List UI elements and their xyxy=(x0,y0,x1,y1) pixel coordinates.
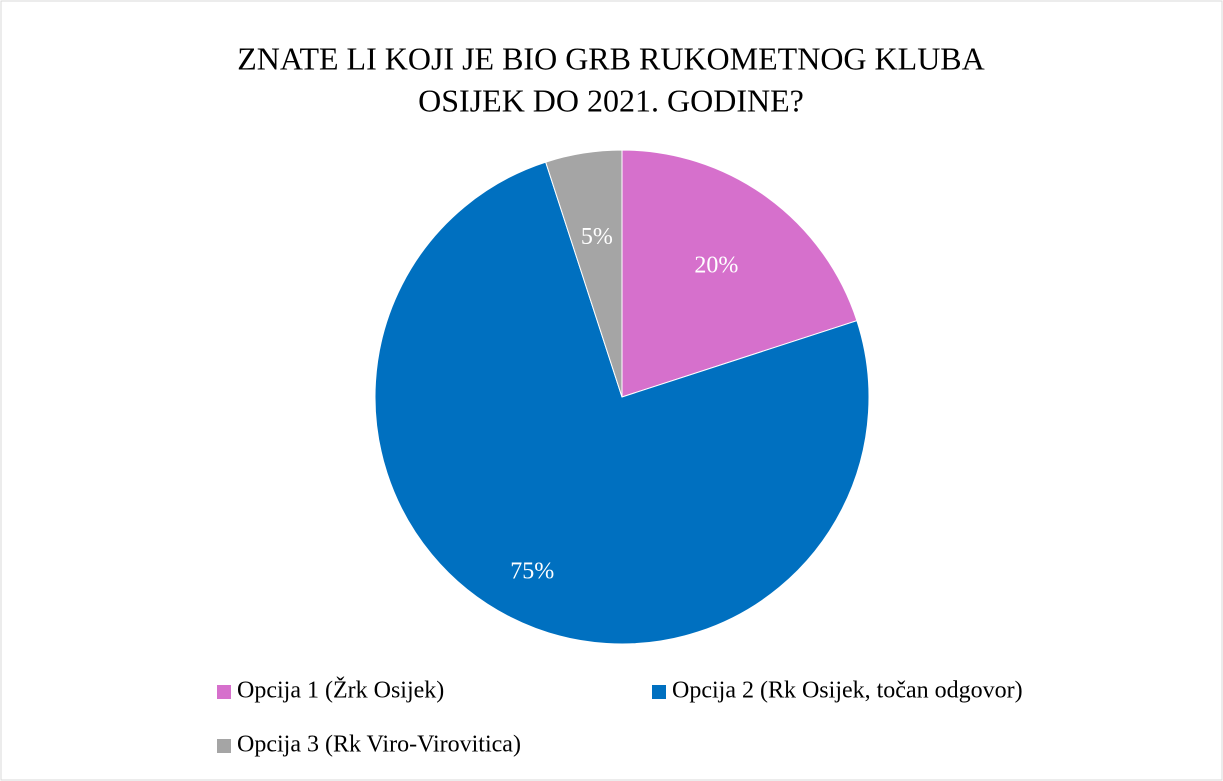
legend-label: Opcija 3 (Rk Viro-Virovitica) xyxy=(237,732,521,758)
data-label: 75% xyxy=(510,559,554,585)
pie-slice xyxy=(374,161,870,645)
chart-title: ZNATE LI KOJI JE BIO GRB RUKOMETNOG KLUB… xyxy=(237,40,985,76)
data-label: 5% xyxy=(581,224,613,250)
legend-label: Opcija 1 (Žrk Osijek) xyxy=(237,678,444,704)
pie-slice xyxy=(545,149,623,398)
legend-marker xyxy=(217,685,231,699)
legend-label: Opcija 2 (Rk Osijek, točan odgovor) xyxy=(672,678,1023,704)
data-label: 20% xyxy=(694,253,738,279)
legend-marker xyxy=(652,685,666,699)
pie-slice xyxy=(621,149,858,398)
chart-title: OSIJEK DO 2021. GODINE? xyxy=(418,82,804,118)
legend-marker xyxy=(217,739,231,753)
